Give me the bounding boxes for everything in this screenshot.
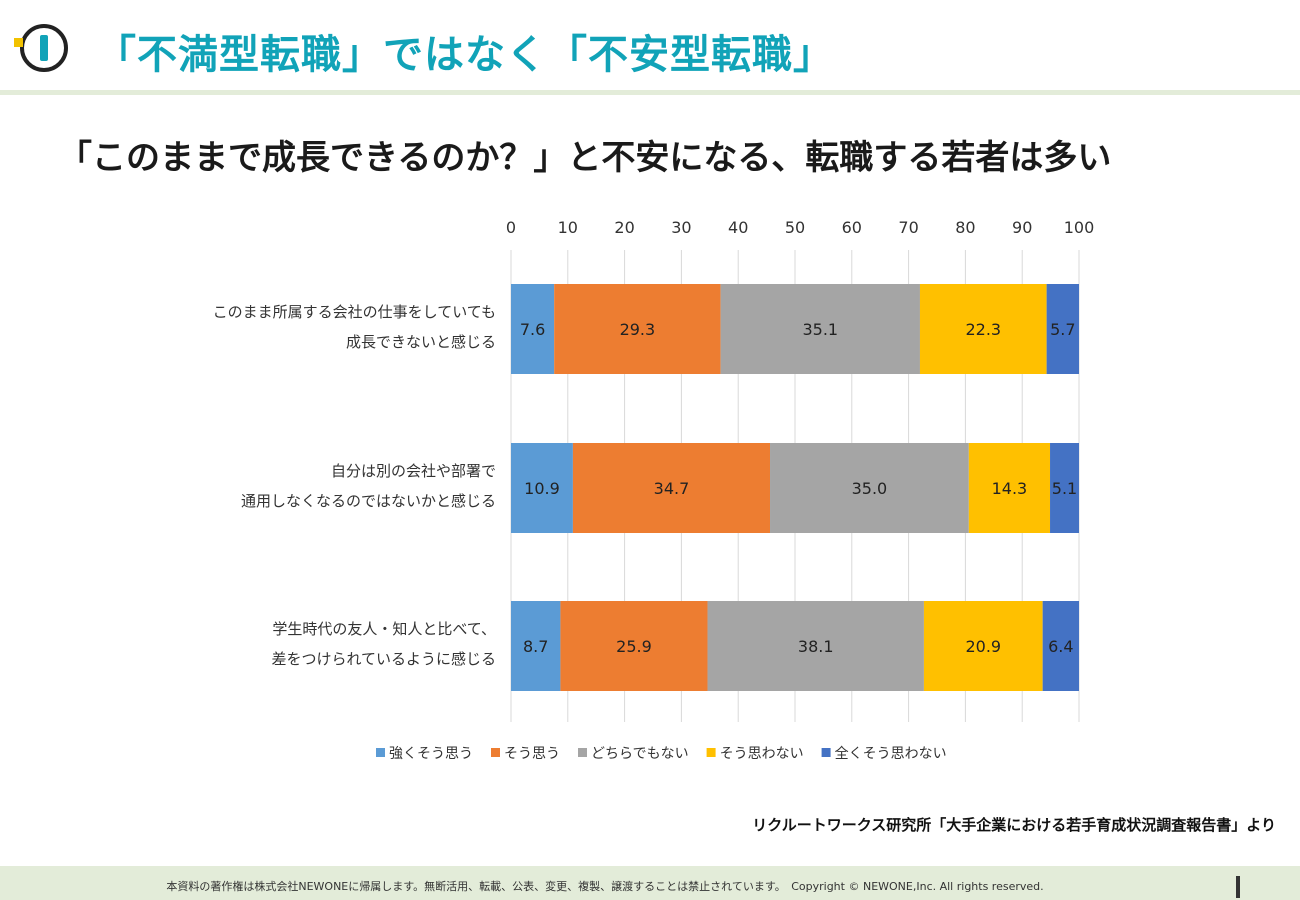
slide-subtitle: 「このままで成長できるのか？」と不安になる、転職する若者は多い — [58, 138, 1112, 178]
category-label: 自分は別の会社や部署で — [331, 462, 496, 480]
data-label: 35.1 — [802, 320, 838, 339]
data-label: 10.9 — [524, 479, 560, 498]
data-label: 14.3 — [992, 479, 1028, 498]
x-tick-label: 20 — [614, 218, 634, 237]
category-label: 成長できないと感じる — [346, 333, 496, 351]
bar-segment — [560, 601, 708, 691]
category-label: 通用しなくなるのではないかと感じる — [241, 492, 496, 510]
bar-segment — [1046, 284, 1079, 374]
bar-segment — [919, 284, 1047, 374]
x-tick-label: 50 — [785, 218, 805, 237]
data-label: 7.6 — [520, 320, 545, 339]
copyright-notice: 本資料の著作権は株式会社NEWONEに帰属します。無断活用、転載、公表、変更、複… — [166, 880, 1044, 893]
x-tick-label: 10 — [558, 218, 578, 237]
bar-segment — [1050, 443, 1079, 533]
data-label: 6.4 — [1048, 637, 1073, 656]
x-tick-label: 100 — [1064, 218, 1095, 237]
footer: 本資料の著作権は株式会社NEWONEに帰属します。無断活用、転載、公表、変更、複… — [0, 866, 1300, 900]
bar-segment — [554, 284, 721, 374]
header: 「不満型転職」ではなく「不安型転職」 — [0, 0, 1300, 90]
x-tick-label: 80 — [955, 218, 975, 237]
x-tick-label: 60 — [842, 218, 862, 237]
category-label: 差をつけられているように感じる — [271, 650, 496, 668]
legend-swatch — [376, 748, 385, 757]
data-label: 8.7 — [523, 637, 548, 656]
legend-label: 強くそう思う — [389, 746, 473, 762]
stacked-bar-chart: 0 10 20 30 40 50 60 70 80 90 100 7.6 29.3 35.1 22.3 5.7… — [213, 218, 1095, 762]
data-label: 38.1 — [798, 637, 834, 656]
legend-swatch — [706, 748, 716, 757]
x-tick-label: 90 — [1012, 218, 1032, 237]
bar-segment — [770, 443, 969, 533]
legend-label: 全くそう思わない — [835, 745, 947, 762]
data-label: 20.9 — [965, 637, 1001, 656]
data-label: 5.7 — [1050, 320, 1075, 339]
data-label: 5.1 — [1052, 479, 1077, 498]
data-label: 29.3 — [620, 320, 656, 339]
data-label: 35.0 — [852, 479, 888, 498]
legend-swatch — [491, 748, 500, 757]
bar-segment — [707, 601, 924, 691]
legend-swatch — [578, 748, 587, 757]
x-tick-label: 40 — [728, 218, 748, 237]
bar-segment — [923, 601, 1043, 691]
legend-label: どちらでもない — [591, 746, 689, 762]
legend-label: そう思う — [504, 746, 560, 762]
legend-label: そう思わない — [720, 746, 804, 762]
category-label: このまま所属する会社の仕事をしていても — [213, 303, 496, 321]
bar-segment — [511, 601, 561, 691]
data-label: 34.7 — [654, 479, 690, 498]
source-citation: リクルートワークス研究所「大手企業における若手育成状況調査報告書」より — [752, 816, 1276, 834]
bar-segment — [572, 443, 771, 533]
bar-segment — [1042, 601, 1079, 691]
category-label: 学生時代の友人・知人と比べて、 — [272, 620, 496, 638]
x-tick-label: 70 — [898, 218, 918, 237]
x-tick-label: 30 — [671, 218, 691, 237]
bar-segment — [511, 284, 555, 374]
x-tick-label: 0 — [506, 218, 516, 237]
header-divider — [0, 90, 1300, 95]
newone-logo-icon — [14, 24, 68, 72]
bar-segment — [720, 284, 920, 374]
page-marker — [1236, 876, 1240, 898]
legend-swatch — [821, 748, 831, 757]
page-title: 「不満型転職」ではなく「不安型転職」 — [96, 32, 834, 78]
bar-segment — [968, 443, 1051, 533]
data-label: 22.3 — [965, 320, 1001, 339]
bar-segment — [511, 443, 573, 533]
data-label: 25.9 — [616, 637, 652, 656]
